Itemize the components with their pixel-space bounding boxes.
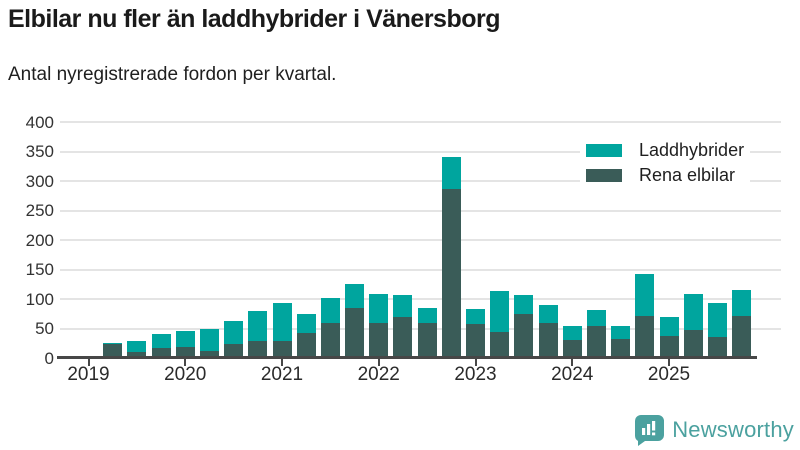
bar-2024-Q1-laddhybrider — [562, 326, 582, 340]
legend: Laddhybrider Rena elbilar — [580, 135, 751, 191]
x-axis-tick-2022 — [377, 359, 380, 366]
chart-subtitle: Antal nyregistrerade fordon per kvartal. — [8, 64, 337, 85]
y-axis-label: 150 — [25, 260, 54, 279]
gridline-350 — [60, 150, 781, 153]
x-axis-label: 2023 — [454, 364, 497, 385]
gridline-300 — [60, 180, 781, 182]
y-axis-label: 400 — [25, 112, 54, 132]
x-axis-tick-2023 — [474, 359, 477, 366]
bar-2025-Q2-rena-elbilar — [683, 329, 703, 358]
gridline-100 — [60, 298, 781, 300]
x-axis-label: 2019 — [67, 364, 110, 385]
bar-2025-Q1-laddhybrider — [659, 316, 679, 337]
bar-2021-Q2-laddhybrider — [296, 313, 316, 333]
bar-2025-Q1-rena-elbilar — [659, 336, 679, 358]
y-axis-label: 300 — [25, 171, 54, 191]
bar-2023-Q2-laddhybrider — [490, 291, 510, 333]
bar-2024-Q4-laddhybrider — [635, 273, 655, 316]
legend-label: Laddhybrider — [639, 140, 745, 160]
y-axis-label: 100 — [25, 289, 54, 309]
bar-2019-Q3-laddhybrider — [127, 340, 147, 353]
legend-item-laddhybrider: Laddhybrider — [586, 138, 744, 163]
legend-swatch-rena-elbilar — [586, 169, 622, 182]
bar-2024-Q3-rena-elbilar — [611, 339, 631, 358]
bar-2022-Q2-rena-elbilar — [393, 317, 413, 358]
legend-item-rena-elbilar: Rena elbilar — [586, 163, 744, 188]
newsworthy-logo-icon — [635, 415, 665, 446]
bar-2019-Q2-laddhybrider — [103, 343, 123, 345]
bar-2020-Q1-rena-elbilar — [175, 346, 195, 358]
bar-2022-Q4-laddhybrider — [441, 156, 461, 190]
bar-2020-Q1-laddhybrider — [175, 331, 195, 347]
bar-2021-Q2-rena-elbilar — [296, 332, 316, 358]
bar-2024-Q1-rena-elbilar — [562, 339, 582, 358]
bar-2023-Q2-rena-elbilar — [490, 332, 510, 358]
x-axis-label: 2021 — [260, 364, 304, 385]
bar-2020-Q4-laddhybrider — [248, 311, 268, 341]
bar-2022-Q1-laddhybrider — [369, 293, 389, 323]
bar-2024-Q3-laddhybrider — [611, 325, 631, 340]
bar-2024-Q2-rena-elbilar — [586, 326, 606, 358]
bar-2020-Q4-rena-elbilar — [248, 340, 268, 358]
bar-2021-Q1-laddhybrider — [272, 303, 292, 341]
bar-2019-Q4-rena-elbilar — [151, 347, 171, 358]
x-axis-tick-2020 — [184, 359, 187, 366]
y-axis-label: 250 — [25, 201, 54, 220]
x-axis-tick-2021 — [281, 359, 283, 366]
bar-2022-Q4-rena-elbilar — [441, 189, 461, 358]
bar-2020-Q3-laddhybrider — [224, 321, 244, 344]
bar-2021-Q3-laddhybrider — [320, 297, 340, 324]
newsworthy-logo-text: Newsworthy — [672, 417, 794, 442]
newsworthy-logo[interactable]: Newsworthy — [634, 414, 794, 446]
bar-2023-Q3-laddhybrider — [514, 295, 534, 315]
gridline-400 — [60, 121, 781, 123]
bar-2023-Q1-rena-elbilar — [466, 323, 485, 358]
bar-2025-Q2-laddhybrider — [683, 294, 703, 330]
y-axis-label: 350 — [25, 142, 54, 161]
bar-2020-Q3-rena-elbilar — [224, 343, 244, 358]
bar-2024-Q2-laddhybrider — [586, 309, 606, 327]
bar-2022-Q1-rena-elbilar — [369, 322, 389, 358]
bar-2021-Q4-laddhybrider — [345, 283, 365, 309]
chart-title: Elbilar nu fler än laddhybrider i Väners… — [8, 5, 501, 33]
bar-2022-Q3-laddhybrider — [417, 307, 437, 323]
x-axis-label: 2025 — [647, 364, 691, 385]
x-axis-tick-2025 — [668, 359, 670, 366]
bar-2022-Q2-laddhybrider — [393, 295, 413, 318]
bar-2025-Q4-rena-elbilar — [732, 315, 752, 358]
bar-2025-Q4-laddhybrider — [732, 290, 752, 316]
bar-2022-Q3-rena-elbilar — [417, 322, 437, 358]
y-axis-label: 0 — [44, 348, 54, 368]
bar-2021-Q1-rena-elbilar — [272, 340, 292, 358]
bar-2019-Q2-rena-elbilar — [103, 344, 123, 358]
bar-2021-Q3-rena-elbilar — [320, 323, 340, 358]
x-axis-label: 2020 — [164, 364, 207, 385]
x-axis-label: 2022 — [357, 364, 400, 385]
x-axis-label: 2024 — [551, 364, 594, 385]
x-axis-line — [57, 356, 757, 359]
bar-2023-Q1-laddhybrider — [466, 309, 485, 324]
bar-2019-Q4-laddhybrider — [151, 334, 171, 348]
bar-2019-Q3-rena-elbilar — [127, 352, 147, 358]
gridline-200 — [60, 239, 781, 241]
x-axis-tick-2024 — [571, 359, 574, 366]
gridline-150 — [60, 268, 781, 271]
y-axis-label: 200 — [25, 230, 54, 250]
bar-2025-Q3-rena-elbilar — [707, 337, 727, 358]
x-axis-tick-2019 — [87, 359, 90, 366]
bar-2021-Q4-rena-elbilar — [345, 308, 365, 358]
legend-swatch-laddhybrider — [586, 144, 622, 157]
bar-2020-Q2-rena-elbilar — [199, 350, 219, 358]
gridline-250 — [60, 209, 781, 212]
bar-2023-Q4-rena-elbilar — [538, 323, 558, 358]
bar-2025-Q3-laddhybrider — [707, 302, 727, 338]
y-axis-label: 50 — [35, 319, 54, 338]
bar-2023-Q3-rena-elbilar — [514, 314, 534, 358]
bar-2024-Q4-rena-elbilar — [635, 315, 655, 358]
bar-2023-Q4-laddhybrider — [538, 304, 558, 324]
bar-2020-Q2-laddhybrider — [199, 328, 219, 351]
legend-label: Rena elbilar — [639, 165, 736, 185]
